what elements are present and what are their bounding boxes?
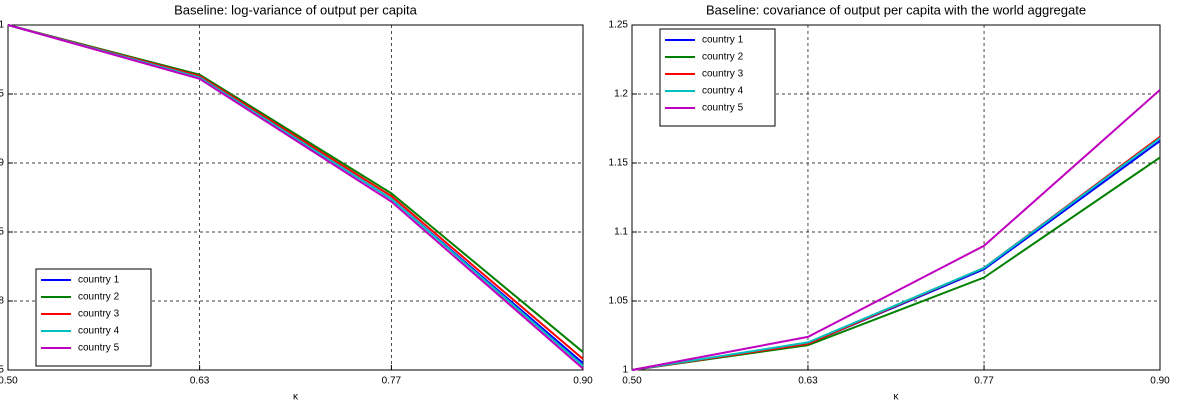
legend-label: country 3 — [78, 309, 120, 320]
series-line — [631, 89, 1161, 371]
y-tick-label: 0.9 — [0, 158, 4, 169]
legend-box — [659, 28, 776, 127]
y-tick-label: 1.05 — [609, 296, 629, 307]
legend-label: country 4 — [78, 326, 120, 337]
y-tick-label: 0.75 — [0, 365, 4, 376]
legend-label: country 4 — [702, 86, 744, 97]
y-tick-label: 0.8 — [0, 296, 4, 307]
legend-box — [35, 268, 152, 367]
x-tick-label: 0.90 — [573, 376, 593, 387]
x-tick-label: 0.63 — [798, 376, 818, 387]
legend-label: country 1 — [702, 35, 744, 46]
x-tick-label: 0.63 — [190, 376, 210, 387]
legend-label: country 2 — [702, 52, 744, 63]
y-tick-label: 0.85 — [0, 227, 4, 238]
series-line — [7, 24, 584, 370]
axes-frame — [7, 24, 584, 371]
legend-label: country 5 — [702, 103, 744, 114]
x-tick-label: 0.77 — [382, 376, 402, 387]
axes-frame — [631, 24, 1161, 371]
legend-label: country 1 — [78, 275, 120, 286]
x-axis-label: κ — [293, 392, 299, 403]
x-tick-label: 0.90 — [1150, 376, 1170, 387]
y-tick-label: 1.1 — [614, 227, 628, 238]
x-tick-label: 0.50 — [622, 376, 642, 387]
y-tick-label: 1.15 — [609, 158, 629, 169]
legend-label: country 5 — [78, 343, 120, 354]
y-tick-label: 1.2 — [614, 89, 628, 100]
series-line — [631, 137, 1161, 371]
legend-label: country 2 — [78, 292, 120, 303]
x-tick-label: 0.50 — [0, 376, 18, 387]
x-axis-label: κ — [894, 392, 900, 403]
y-tick-label: 0.95 — [0, 89, 4, 100]
y-tick-label: 1 — [0, 20, 4, 31]
chart-title: Baseline: covariance of output per capit… — [706, 2, 1086, 17]
x-tick-label: 0.77 — [974, 376, 994, 387]
y-tick-label: 1 — [622, 365, 628, 376]
y-tick-label: 1.25 — [609, 20, 629, 31]
legend-label: country 3 — [702, 69, 744, 80]
chart-title: Baseline: log-variance of output per cap… — [174, 2, 418, 17]
